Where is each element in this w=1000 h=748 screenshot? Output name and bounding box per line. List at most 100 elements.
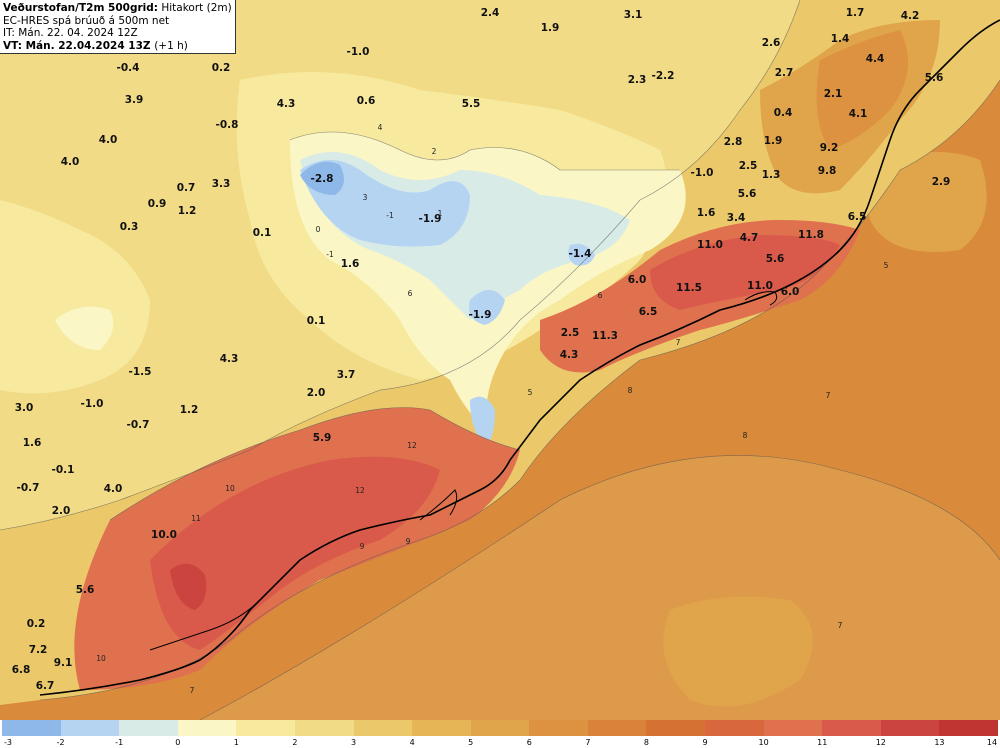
legend-tick-label: 7 bbox=[585, 738, 591, 747]
temperature-value-label: 11.5 bbox=[676, 282, 702, 294]
contour-value-label: -1 bbox=[386, 211, 394, 220]
legend-tick-label: -3 bbox=[4, 738, 12, 747]
temperature-value-label: 2.5 bbox=[561, 327, 580, 339]
temperature-value-label: 7.2 bbox=[29, 644, 48, 656]
legend-swatch bbox=[353, 720, 413, 736]
legend-swatch bbox=[119, 720, 179, 736]
temperature-value-label: 3.0 bbox=[15, 402, 34, 414]
temperature-value-label: 4.0 bbox=[61, 156, 80, 168]
legend-tick-label: 9 bbox=[702, 738, 708, 747]
temperature-value-label: 1.6 bbox=[697, 207, 716, 219]
temperature-value-label: 6.7 bbox=[36, 680, 55, 692]
temperature-value-label: 2.0 bbox=[52, 505, 71, 517]
hot-core-south bbox=[170, 563, 207, 610]
lake-area bbox=[55, 306, 114, 350]
lead-time: (+1 h) bbox=[154, 39, 188, 52]
legend-swatch bbox=[646, 720, 706, 736]
temperature-value-label: 9.2 bbox=[820, 142, 839, 154]
temperature-value-label: 4.3 bbox=[220, 353, 239, 365]
temperature-value-label: 5.6 bbox=[76, 584, 95, 596]
temperature-value-label: 2.5 bbox=[739, 160, 758, 172]
contour-lines bbox=[0, 0, 1000, 720]
contour-value-label: 8 bbox=[628, 386, 633, 395]
temperature-value-label: 2.9 bbox=[932, 176, 951, 188]
temperature-value-label: 1.9 bbox=[764, 135, 783, 147]
temperature-value-label: 5.6 bbox=[738, 188, 757, 200]
temperature-value-label: 0.1 bbox=[307, 315, 326, 327]
temperature-value-label: 1.2 bbox=[178, 205, 197, 217]
temperature-value-label: 4.0 bbox=[99, 134, 118, 146]
temperature-value-label: 0.2 bbox=[212, 62, 231, 74]
contour-value-label: 10 bbox=[225, 484, 235, 493]
temperature-value-label: 0.6 bbox=[357, 95, 376, 107]
temperature-value-label: -1.0 bbox=[691, 167, 714, 179]
temperature-value-label: 5.6 bbox=[766, 253, 785, 265]
legend-tick-label: 13 bbox=[934, 738, 945, 747]
temperature-value-label: 2.1 bbox=[824, 88, 843, 100]
temperature-value-label: 11.8 bbox=[798, 229, 824, 241]
map-subtitle: Hitakort (2m) bbox=[161, 2, 232, 14]
temperature-value-label: -1.5 bbox=[129, 366, 152, 378]
temperature-value-label: 9.8 bbox=[818, 165, 837, 177]
cold-tongue bbox=[470, 396, 495, 445]
legend-tick-label: 14 bbox=[986, 738, 998, 747]
temperature-value-label: 2.6 bbox=[762, 37, 781, 49]
temperature-value-label: 0.7 bbox=[177, 182, 196, 194]
temperature-value-label: -0.7 bbox=[17, 482, 40, 494]
contour-value-label: 6 bbox=[598, 291, 603, 300]
temperature-value-label: -2.8 bbox=[311, 173, 334, 185]
sea-light-patch-2 bbox=[663, 596, 813, 707]
temperature-value-label: 1.3 bbox=[762, 169, 781, 181]
temperature-value-label: 2.7 bbox=[775, 67, 794, 79]
temperature-value-label: 6.8 bbox=[12, 664, 31, 676]
legend-swatch bbox=[587, 720, 647, 736]
temperature-value-label: -1.0 bbox=[81, 398, 104, 410]
temperature-value-label: 3.3 bbox=[212, 178, 231, 190]
legend-tick-label: 12 bbox=[875, 738, 886, 747]
legend-tick-label: 3 bbox=[350, 738, 357, 747]
temperature-value-label: 9.1 bbox=[54, 657, 73, 669]
map-title: Veðurstofan/T2m 500grid: bbox=[3, 2, 158, 14]
contour-value-label: 7 bbox=[190, 686, 195, 695]
temperature-value-label: 3.1 bbox=[624, 9, 643, 21]
temperature-value-label: 6.5 bbox=[639, 306, 658, 318]
temperature-value-label: 0.3 bbox=[120, 221, 139, 233]
temperature-value-label: 3.4 bbox=[727, 212, 746, 224]
temperature-value-label: 5.9 bbox=[313, 432, 332, 444]
temperature-value-label: 6.0 bbox=[781, 286, 800, 298]
left-pale-area bbox=[0, 200, 150, 394]
cold-spot-east bbox=[568, 243, 595, 266]
contour-value-label: 8 bbox=[743, 431, 748, 440]
temperature-value-label: 10.0 bbox=[151, 529, 177, 541]
legend-tick-label: 4 bbox=[409, 738, 415, 747]
temperature-value-label: 1.9 bbox=[541, 22, 560, 34]
legend-tick-label: -2 bbox=[56, 738, 65, 747]
contour-value-label: 7 bbox=[676, 338, 681, 347]
temperature-value-label: -0.7 bbox=[127, 419, 150, 431]
temperature-value-label: 1.6 bbox=[23, 437, 42, 449]
glacier-coldest bbox=[300, 161, 344, 195]
legend-tick-label: 6 bbox=[526, 738, 532, 747]
temperature-value-label: 2.3 bbox=[628, 74, 647, 86]
temperature-value-label: 1.4 bbox=[831, 33, 850, 45]
temperature-map: 2.4 1.9 3.1 1.7 4.2 -0.4 0.2 -1.0 1.4 2.6 4.4 2.3 -2… bbox=[0, 0, 1000, 720]
temperature-value-label: -1.0 bbox=[347, 46, 370, 58]
temperature-value-label: 5.5 bbox=[462, 98, 481, 110]
legend-swatch bbox=[294, 720, 355, 736]
legend-swatch bbox=[529, 720, 589, 736]
contour-value-label: 3 bbox=[363, 193, 368, 202]
temperature-value-label: 3.7 bbox=[337, 369, 356, 381]
contour-value-label: 2 bbox=[432, 147, 437, 156]
temperature-value-label: -0.4 bbox=[117, 62, 140, 74]
legend-tick-label: 1 bbox=[233, 738, 239, 747]
contour-value-label: 4 bbox=[378, 123, 383, 132]
legend-swatch bbox=[60, 720, 120, 736]
coastline bbox=[39, 19, 1000, 696]
legend-swatch bbox=[763, 720, 823, 736]
map-title-line: Veðurstofan/T2m 500grid: Hitakort (2m) bbox=[3, 2, 232, 15]
temperature-labels: 2.4 1.9 3.1 1.7 4.2 -0.4 0.2 -1.0 1.4 2.6 4.4 2.3 -2… bbox=[12, 7, 951, 692]
legend-swatch bbox=[939, 720, 999, 736]
legend-tick-label: 0 bbox=[175, 738, 181, 747]
legend-tick-label: 8 bbox=[643, 738, 650, 747]
